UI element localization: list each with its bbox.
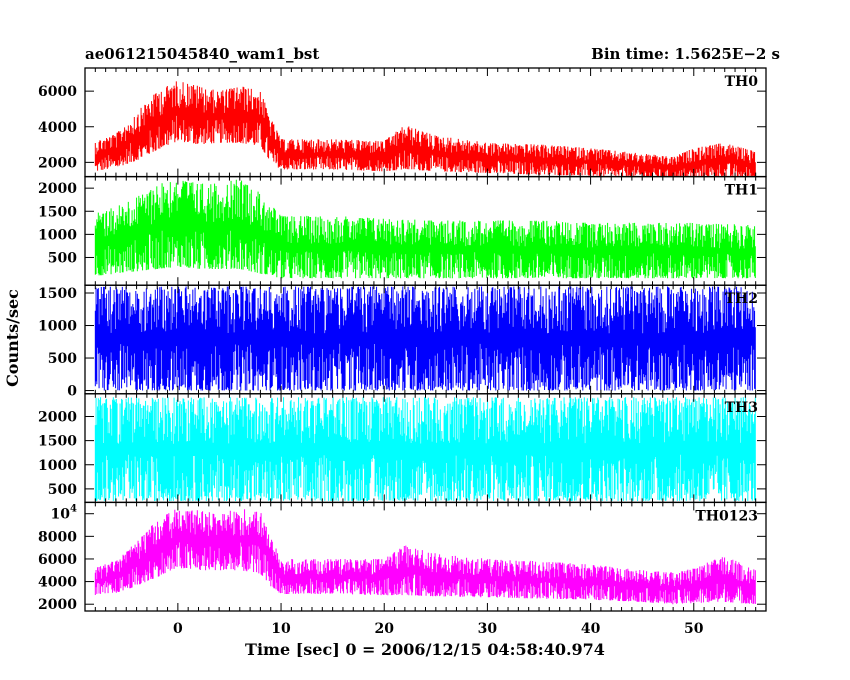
panel-th0: 2000 4000 6000 TH0 <box>38 67 767 178</box>
panel-label-th1: TH1 <box>725 183 758 199</box>
y-tick-label-th2: 1500 <box>38 286 77 302</box>
series-th0 <box>94 81 756 177</box>
y-tick-label-th3: 1500 <box>38 434 77 450</box>
panel-th3: 500 1000 1500 2000 TH3 <box>38 393 767 504</box>
y-tick-label-th0: 2000 <box>38 155 77 171</box>
y-tick-label-th2: 500 <box>48 351 77 367</box>
panel-label-th2: TH2 <box>725 291 758 307</box>
x-tick-label: 10 <box>271 621 291 637</box>
y-axis-label: Counts/sec <box>3 289 22 387</box>
x-tick-label: 50 <box>684 621 704 637</box>
y-tick-label-th0: 6000 <box>38 84 77 100</box>
x-tick-label: 30 <box>478 621 498 637</box>
x-tick-label: 40 <box>581 621 601 637</box>
y-tick-label-th1: 2000 <box>38 181 77 197</box>
bin-time-label: Bin time: 1.5625E−2 s <box>591 45 780 63</box>
series-th1 <box>94 179 756 279</box>
y-tick-label-th3: 2000 <box>38 409 77 425</box>
x-axis-label: Time [sec] 0 = 2006/12/15 04:58:40.974 <box>245 640 605 659</box>
panel-label-th3: TH3 <box>725 400 758 416</box>
series-th2 <box>94 286 756 391</box>
y-tick-label-th1: 500 <box>48 250 77 266</box>
y-tick-label-th0123: 4000 <box>38 575 77 591</box>
panel-label-th0: TH0 <box>725 74 759 90</box>
y-tick-label-th1: 1000 <box>38 227 77 243</box>
y-tick-label-th0123: 6000 <box>38 552 77 568</box>
x-tick-label: 0 <box>173 621 183 637</box>
series-th3 <box>94 397 756 501</box>
y-tick-label-th3: 500 <box>48 482 77 498</box>
y-tick-label-th2: 1000 <box>38 319 77 335</box>
y-tick-label-th1: 1500 <box>38 204 77 220</box>
chart-title: ae061215045840_wam1_bst <box>85 45 319 63</box>
y-tick-label-th0123: 8000 <box>38 529 77 545</box>
panel-th1: 500 1000 1500 2000 TH1 <box>38 175 767 286</box>
y-tick-label-th0123: 2000 <box>38 597 77 613</box>
panel-th0123: 2000 4000 6000 8000 104 TH0123 <box>38 501 767 613</box>
panel-th2: 0 500 1000 1500 TH2 <box>38 284 767 400</box>
series-th0123 <box>94 509 756 605</box>
x-tick-label: 20 <box>374 621 394 637</box>
y-tick-label-th0123: 104 <box>51 504 77 523</box>
y-tick-label-th2: 0 <box>67 384 77 400</box>
panel-label-th0123: TH0123 <box>695 508 758 524</box>
y-tick-label-th0: 4000 <box>38 120 77 136</box>
y-tick-label-th3: 1000 <box>38 458 77 474</box>
